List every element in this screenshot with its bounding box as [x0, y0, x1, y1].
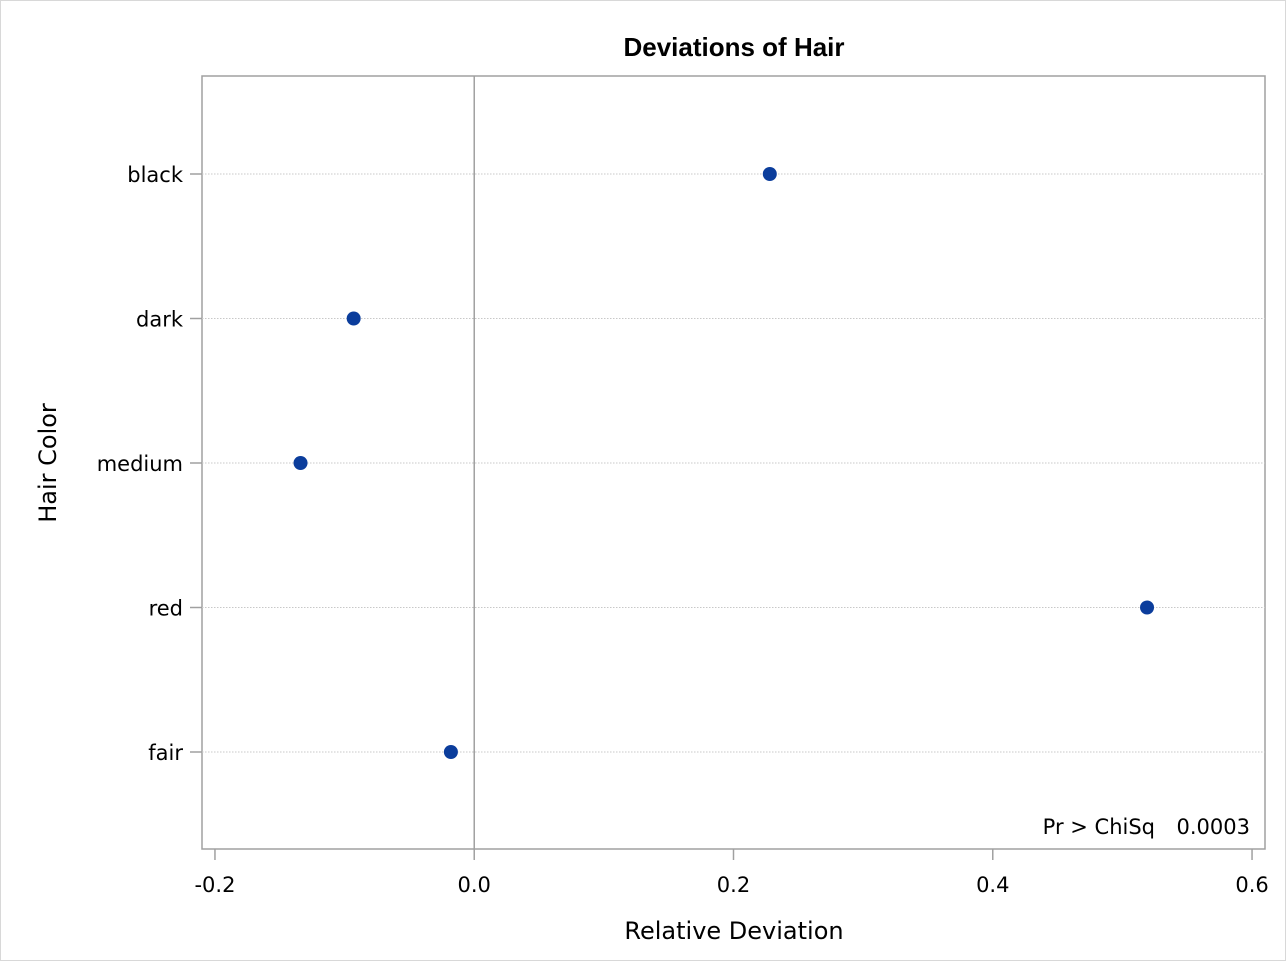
- chisq-label: Pr > ChiSq: [1043, 815, 1155, 839]
- y-tick-label-fair: fair: [148, 741, 183, 765]
- y-tick-label-black: black: [127, 163, 184, 187]
- chisq-inset: Pr > ChiSq 0.0003: [1043, 815, 1250, 839]
- x-tick-label-2: 0.2: [717, 873, 750, 897]
- x-tick-label-0: -0.2: [194, 873, 235, 897]
- gridlines: [202, 173, 1265, 753]
- y-tick-label-red: red: [149, 597, 183, 621]
- x-tick-label-3: 0.4: [976, 873, 1009, 897]
- y-tick-label-medium: medium: [97, 452, 183, 476]
- data-point-black: [762, 167, 777, 181]
- y-axis-label: Hair Color: [34, 403, 62, 523]
- y-axis: black dark medium red fair: [97, 163, 202, 765]
- data-point-fair: [443, 745, 458, 759]
- y-tick-label-dark: dark: [136, 308, 184, 332]
- data-points: [293, 167, 1155, 759]
- chart-title: Deviations of Hair: [623, 32, 844, 62]
- data-point-red: [1140, 600, 1155, 615]
- x-tick-label-4: 0.6: [1235, 873, 1268, 897]
- x-axis: -0.2 0.0 0.2 0.4 0.6: [194, 849, 1269, 897]
- data-point-dark: [346, 311, 361, 326]
- x-axis-label: Relative Deviation: [624, 917, 843, 945]
- x-tick-label-1: 0.0: [458, 873, 491, 897]
- data-point-medium: [293, 456, 308, 470]
- chisq-value: 0.0003: [1177, 815, 1250, 839]
